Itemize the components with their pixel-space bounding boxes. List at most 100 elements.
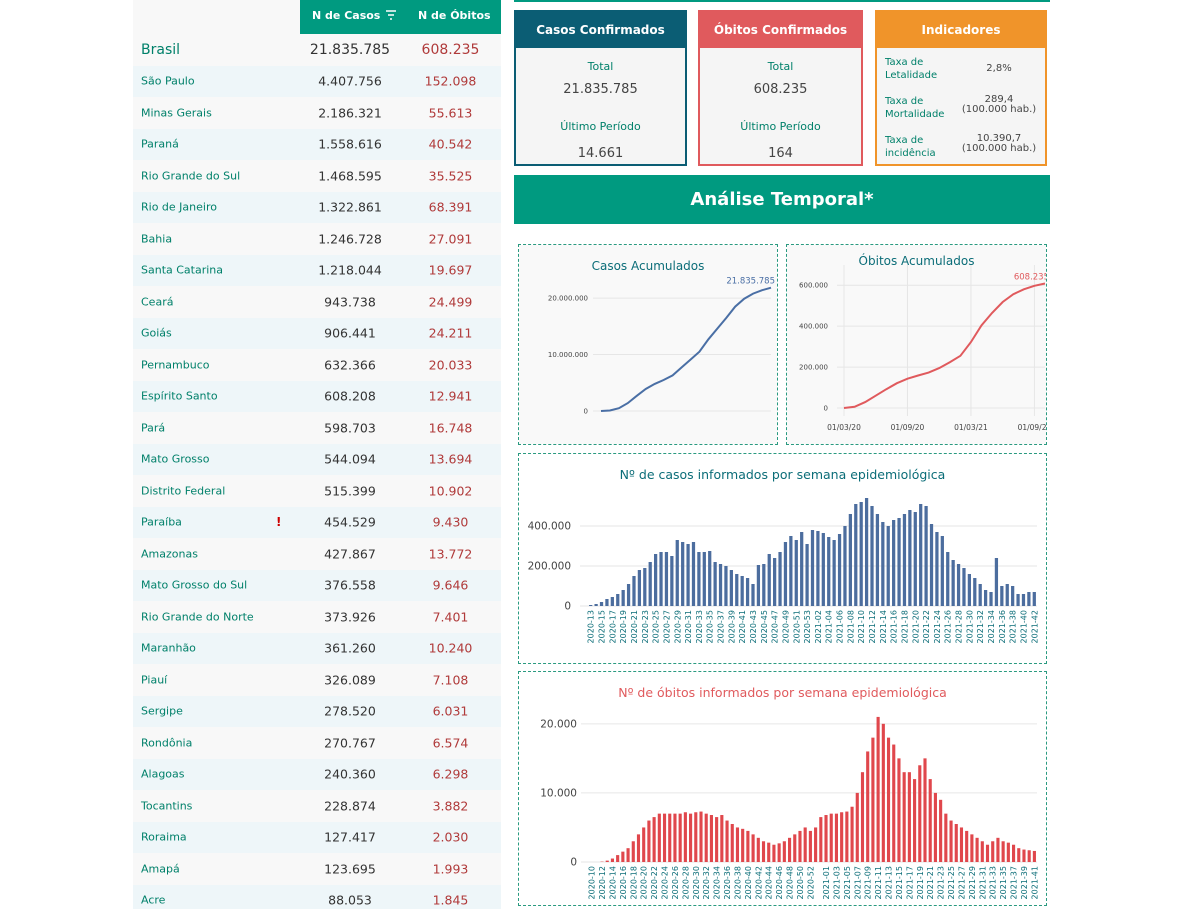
x-tick-label: 2020-38 [733,866,742,899]
x-tick-label: 2020-19 [619,610,628,643]
x-tick-label: 2020-51 [792,610,801,643]
bar [589,605,593,606]
x-tick-label: 2021-42 [1030,610,1039,643]
state-name: Rondônia [141,736,193,750]
state-table: N de Casos N de Óbitos Brasil 21.835.785… [133,0,501,909]
state-deaths: 1.993 [432,861,469,877]
bar [756,565,761,606]
plot-bg [787,245,1046,444]
bar [1006,842,1010,862]
bar [621,590,625,606]
state-row: Paraná 1.558.616 40.542 [133,128,501,160]
bar [637,570,642,606]
x-tick-label: 2020-39 [727,610,736,643]
bar [808,830,812,862]
x-tick-label: 2020-48 [786,866,795,899]
state-row: Mato Grosso do Sul 376.558 9.646 [133,569,501,601]
bar [975,837,979,862]
total-row: Brasil 21.835.785 608.235 [133,34,501,66]
bar [1001,841,1005,862]
x-tick-label: 2021-07 [853,866,862,899]
bar [845,811,849,862]
bar [983,590,988,606]
bar [720,815,724,862]
state-row: Ceará 943.738 24.499 [133,286,501,318]
state-cases: 278.520 [324,703,376,719]
x-tick-label: 2020-46 [775,866,784,899]
state-row: Santa Catarina 1.218.044 19.697 [133,254,501,286]
bar [935,532,939,606]
bar [954,824,958,862]
x-tick-label: 2021-41 [1030,866,1039,899]
sort-icon[interactable] [385,9,397,21]
bar [794,540,798,606]
bar [789,536,793,606]
bar [751,584,755,606]
cases-card: Casos Confirmados Total 21.835.785 Últim… [514,10,687,166]
x-tick-label: 2020-34 [713,866,722,899]
state-row: São Paulo 4.407.756 152.098 [133,65,501,97]
bar [855,792,859,862]
x-tick-label: 2021-36 [998,610,1007,643]
bar [616,594,620,606]
bar [787,837,792,862]
state-name: Santa Catarina [141,263,224,277]
x-tick-label: 2020-49 [781,610,790,643]
indicator: Taxa de incidência 10.390,7 (100.000 hab.) [885,134,1039,170]
bar [686,544,690,606]
state-name: Alagoas [141,767,185,781]
bar [864,498,869,606]
bar [1017,848,1021,862]
bar [594,604,598,606]
bar [800,532,804,606]
bar [664,552,669,606]
header-deaths[interactable]: N de Óbitos [418,9,491,22]
x-tick-label: 2021-18 [900,610,909,643]
bar [803,827,807,862]
bar [962,568,966,606]
state-name: Mato Grosso do Sul [141,578,248,592]
state-cases: 632.366 [324,357,376,373]
bar [949,820,953,862]
x-tick-label: 2021-31 [978,866,987,899]
x-tick-label: 2020-24 [661,866,670,899]
bar [778,552,782,606]
card-label: Total [587,60,614,73]
bar [850,806,854,862]
bar [1000,586,1004,606]
bar [897,758,901,862]
y-tick-label: 20.000.000 [548,295,588,303]
state-name: Roraima [141,830,187,844]
state-cases: 4.407.756 [318,73,382,89]
bar [1016,594,1020,606]
x-tick-label: 2021-38 [1009,610,1018,643]
bar [919,504,923,606]
state-deaths: 20.033 [428,357,473,373]
bar [746,830,750,862]
bar [805,544,809,606]
x-tick-label: 2020-22 [650,866,659,899]
bar [599,602,604,606]
x-tick-label: 2021-03 [832,866,841,899]
card-value: 14.661 [577,146,624,161]
bar [970,834,974,862]
state-row: Alagoas 240.360 6.298 [133,758,501,790]
bar [756,837,760,862]
bar [996,837,1000,862]
state-row: Rio Grande do Sul 1.468.595 35.525 [133,160,501,192]
section-banner: Análise Temporal* [514,175,1050,224]
bar [673,813,677,862]
header-cases[interactable]: N de Casos [312,9,381,22]
indicator-unit: (100.000 hab.) [961,143,1037,154]
x-tick-label: 2020-40 [744,866,753,899]
state-row: Mato Grosso 544.094 13.694 [133,443,501,475]
state-cases: 326.089 [324,672,376,688]
state-row: Amapá 123.695 1.993 [133,853,501,885]
x-tick-label: 2021-04 [825,610,834,643]
bar [1005,584,1009,606]
bar [642,827,646,862]
bar [965,830,969,862]
indicators-card: Indicadores Taxa de Letalidade 2,8% Taxa d… [875,10,1047,166]
x-tick-label: 2021-06 [836,610,845,643]
x-tick-label: 2020-45 [760,610,769,643]
